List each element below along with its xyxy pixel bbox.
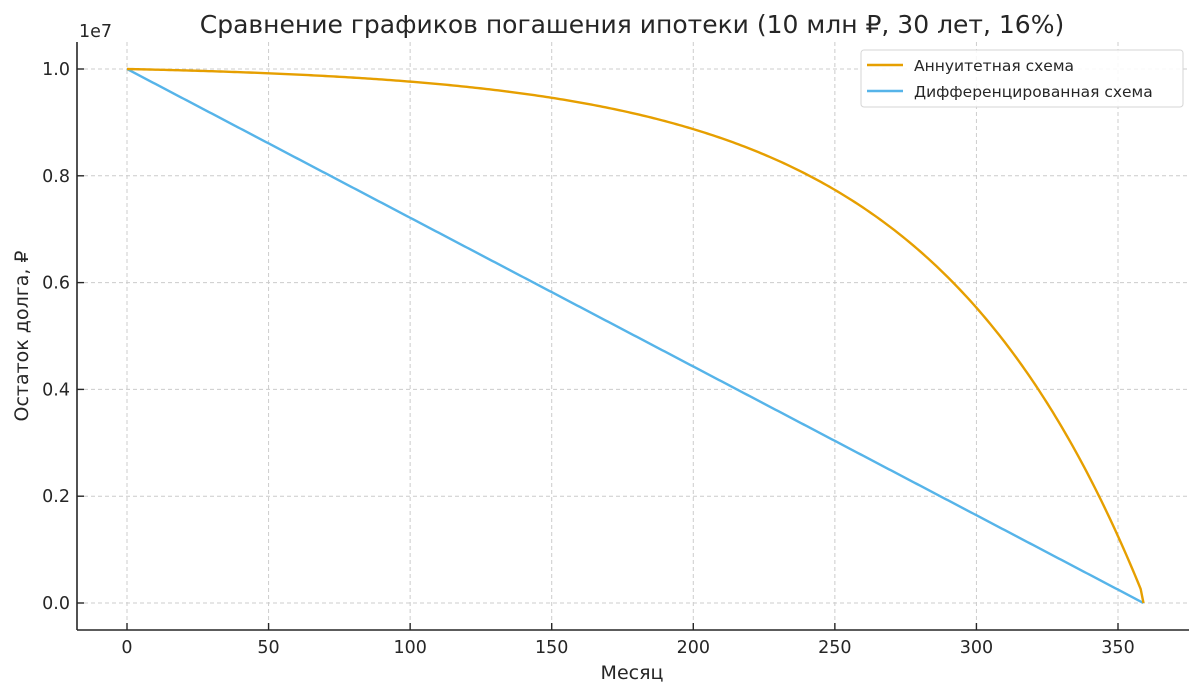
y-tick-label: 0.2 — [42, 487, 70, 507]
x-tick-label: 0 — [121, 638, 132, 658]
x-tick-label: 300 — [960, 638, 993, 658]
x-tick-label: 350 — [1101, 638, 1134, 658]
x-tick-label: 150 — [535, 638, 568, 658]
x-tick-label: 50 — [257, 638, 279, 658]
y-tick-label: 1.0 — [42, 60, 70, 80]
x-tick-label: 200 — [677, 638, 710, 658]
x-tick-label: 100 — [393, 638, 426, 658]
y-axis-ticks: 0.0 0.2 0.4 0.6 0.8 1.0 — [42, 60, 84, 614]
y-tick-label: 0.4 — [42, 380, 70, 400]
series-lines — [126, 67, 1145, 605]
line-annuity — [126, 67, 1145, 604]
y-axis-label: Остаток долга, ₽ — [11, 250, 33, 421]
y-tick-label: 0.8 — [42, 167, 70, 187]
line-differentiated — [126, 67, 1145, 605]
x-tick-label: 250 — [818, 638, 851, 658]
legend: Аннуитетная схема Дифференцированная схе… — [860, 49, 1184, 108]
y-tick-label: 0.6 — [42, 274, 70, 294]
legend-label-annuity: Аннуитетная схема — [914, 57, 1074, 75]
y-offset-label: 1e7 — [79, 22, 112, 42]
x-axis-label: Месяц — [601, 662, 664, 684]
x-axis-ticks: 0 50 100 150 200 250 300 350 — [121, 623, 1135, 658]
chart-title: Сравнение графиков погашения ипотеки (10… — [200, 10, 1064, 39]
y-tick-label: 0.0 — [42, 594, 70, 614]
legend-label-differentiated: Дифференцированная схема — [914, 83, 1153, 101]
legend-box — [860, 49, 1184, 108]
